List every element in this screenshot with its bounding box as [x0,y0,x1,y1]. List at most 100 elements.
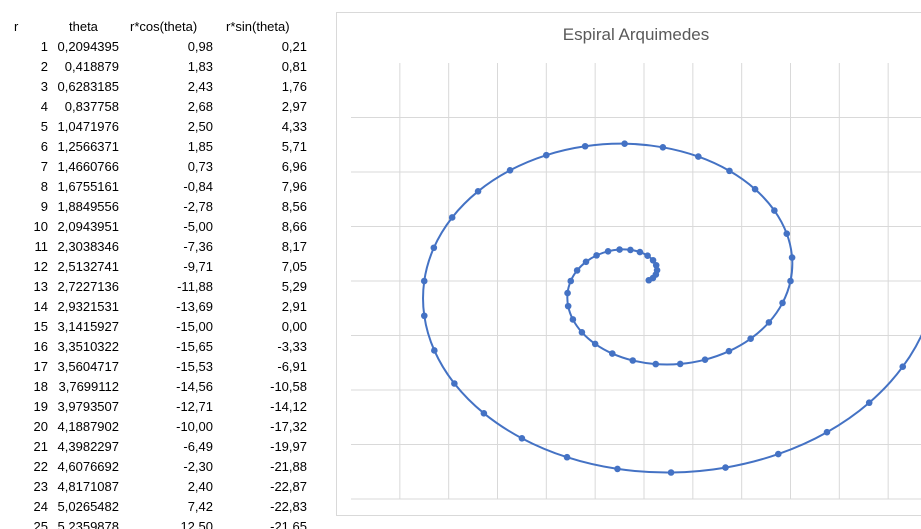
cell-y[interactable]: -10,58 [270,379,307,394]
data-point[interactable] [783,230,791,238]
cell-y[interactable]: -21,65 [270,519,307,529]
data-point[interactable] [652,261,660,269]
cell-theta[interactable]: 3,1415927 [57,319,119,334]
cell-r[interactable]: 16 [33,339,48,354]
cell-x[interactable]: 2,50 [187,119,213,134]
cell-theta[interactable]: 4,1887902 [57,419,119,434]
data-point[interactable] [431,347,438,354]
data-point[interactable] [771,207,778,214]
cell-y[interactable]: 2,97 [281,99,307,114]
cell-x[interactable]: 1,85 [187,139,213,154]
cell-r[interactable]: 2 [40,59,48,74]
data-point[interactable] [609,350,616,357]
cell-y[interactable]: 0,00 [281,319,307,334]
cell-r[interactable]: 25 [33,519,48,529]
data-point[interactable] [614,465,621,473]
cell-theta[interactable]: 0,837758 [64,99,119,114]
cell-theta[interactable]: 0,2094395 [57,39,119,54]
cell-r[interactable]: 5 [40,119,48,134]
cell-x[interactable]: -0,84 [183,179,213,194]
cell-x[interactable]: -15,65 [176,339,213,354]
cell-x[interactable]: -9,71 [183,259,213,274]
data-point[interactable] [787,277,794,285]
cell-y[interactable]: 2,91 [281,299,307,314]
cell-y[interactable]: 1,76 [281,79,307,94]
cell-x[interactable]: -2,78 [183,199,213,214]
data-point[interactable] [480,410,488,417]
cell-theta[interactable]: 5,2359878 [57,519,119,529]
cell-y[interactable]: 4,33 [281,119,307,134]
cell-r[interactable]: 8 [40,179,48,194]
cell-y[interactable]: 8,17 [281,239,307,254]
data-point[interactable] [747,335,754,342]
cell-theta[interactable]: 2,3038346 [57,239,119,254]
cell-y[interactable]: 5,29 [281,279,307,294]
header-theta[interactable]: theta [69,19,98,34]
cell-x[interactable]: 2,43 [187,79,213,94]
data-point[interactable] [779,299,786,307]
data-point[interactable] [644,252,651,260]
data-point[interactable] [420,312,428,320]
cell-x[interactable]: 0,98 [187,39,213,54]
cell-r[interactable]: 6 [40,139,48,154]
cell-theta[interactable]: 4,6076692 [57,459,119,474]
cell-theta[interactable]: 2,5132741 [57,259,119,274]
data-point[interactable] [722,464,729,471]
data-point[interactable] [604,248,612,255]
data-point[interactable] [616,246,623,253]
data-point[interactable] [564,289,571,297]
cell-theta[interactable]: 3,7699112 [58,379,120,394]
cell-theta[interactable]: 0,6283185 [57,79,119,94]
cell-r[interactable]: 22 [33,459,48,474]
data-point[interactable] [451,380,458,387]
cell-y[interactable]: 0,21 [281,39,307,54]
cell-y[interactable]: 7,05 [281,259,307,274]
data-point[interactable] [636,248,644,256]
data-point[interactable] [581,142,589,150]
cell-r[interactable]: 15 [33,319,48,334]
data-point[interactable] [567,277,575,285]
data-point[interactable] [569,316,577,323]
cell-r[interactable]: 1 [40,39,48,54]
data-point[interactable] [765,319,773,326]
data-point[interactable] [420,277,428,285]
data-point[interactable] [621,140,628,147]
cell-x[interactable]: 7,42 [187,499,213,514]
data-point[interactable] [649,256,657,264]
data-point[interactable] [543,151,550,159]
data-point[interactable] [726,167,733,175]
cell-x[interactable]: -2,30 [183,459,213,474]
data-point[interactable] [865,399,873,407]
data-point[interactable] [573,267,581,274]
data-point[interactable] [652,360,660,368]
cell-r[interactable]: 14 [33,299,48,314]
data-point[interactable] [627,246,634,254]
cell-y[interactable]: 5,71 [281,139,307,154]
cell-x[interactable]: -15,00 [176,319,213,334]
data-point[interactable] [725,347,733,355]
header-x[interactable]: r*cos(theta) [130,19,198,34]
cell-theta[interactable]: 2,9321531 [57,299,119,314]
cell-r[interactable]: 9 [40,199,48,214]
cell-x[interactable]: -13,69 [176,299,213,314]
data-point[interactable] [591,340,599,348]
data-point[interactable] [430,244,438,252]
data-point[interactable] [788,254,796,261]
data-point[interactable] [751,185,759,193]
cell-theta[interactable]: 4,3982297 [57,439,119,454]
data-point[interactable] [582,258,590,266]
cell-theta[interactable]: 3,5604717 [57,359,119,374]
data-point[interactable] [823,428,831,436]
cell-x[interactable]: 2,68 [187,99,213,114]
cell-y[interactable]: -17,32 [270,419,307,434]
data-point[interactable] [518,435,526,442]
data-point[interactable] [659,144,667,151]
cell-y[interactable]: -22,87 [270,479,307,494]
cell-y[interactable]: 0,81 [281,59,307,74]
cell-theta[interactable]: 1,0471976 [57,119,119,134]
cell-y[interactable]: 8,56 [281,199,307,214]
cell-theta[interactable]: 1,4660766 [57,159,119,174]
cell-r[interactable]: 23 [33,479,48,494]
cell-x[interactable]: -12,71 [176,399,213,414]
cell-r[interactable]: 12 [33,259,48,274]
